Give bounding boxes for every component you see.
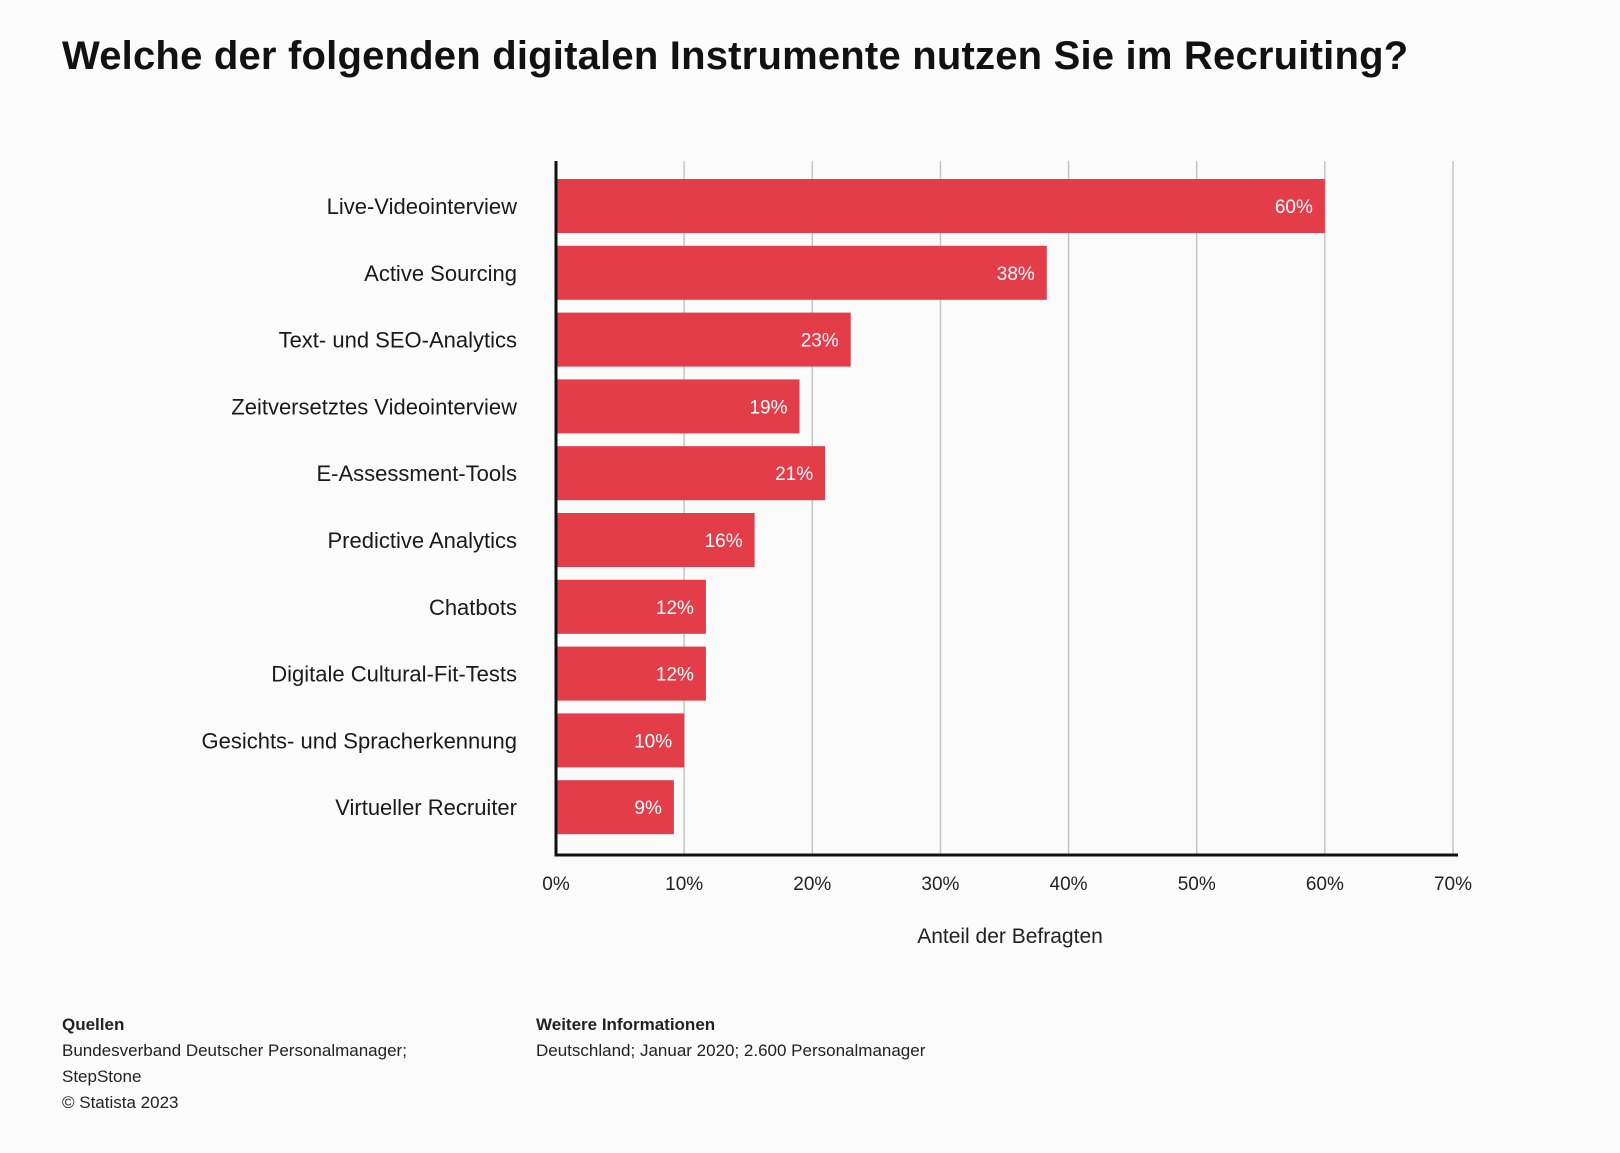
x-tick-label: 20%	[793, 874, 831, 895]
x-tick-label: 60%	[1306, 874, 1344, 895]
bar	[556, 579, 706, 634]
bar	[556, 646, 706, 701]
category-label: Zeitversetztes Videointerview	[231, 394, 517, 419]
info-heading: Weitere Informationen	[536, 1015, 716, 1034]
x-tick-label: 10%	[665, 874, 703, 895]
bar	[556, 780, 674, 835]
x-tick-label: 30%	[921, 874, 959, 895]
value-label: 38%	[997, 264, 1035, 285]
sources-line: Bundesverband Deutscher Personalmanager;	[62, 1041, 407, 1060]
chart-title: Welche der folgenden digitalen Instrumen…	[62, 34, 1409, 78]
category-label: Active Sourcing	[364, 261, 517, 286]
bar	[556, 513, 755, 567]
value-label: 9%	[634, 798, 662, 819]
bar-chart: Live-Videointerview 60% Active Sourcing 38%…	[201, 161, 1472, 948]
bar	[556, 312, 851, 367]
category-label: Predictive Analytics	[327, 528, 517, 553]
category-label: Virtueller Recruiter	[335, 795, 517, 820]
sources-block: Quellen Bundesverband Deutscher Personal…	[62, 1012, 462, 1116]
category-label: Chatbots	[429, 595, 517, 620]
category-label: Live-Videointerview	[327, 194, 517, 219]
category-label: Gesichts- und Spracherkennung	[201, 728, 517, 753]
value-label: 19%	[749, 397, 787, 418]
bar	[556, 245, 1047, 300]
x-tick-label: 70%	[1434, 874, 1472, 895]
value-label: 12%	[656, 665, 694, 686]
info-block: Weitere Informationen Deutschland; Janua…	[536, 1012, 1136, 1064]
value-label: 60%	[1275, 197, 1313, 218]
x-tick-label: 40%	[1050, 874, 1088, 895]
value-label: 21%	[775, 464, 813, 485]
bar	[556, 446, 826, 501]
x-tick-label: 50%	[1178, 874, 1216, 895]
copyright-line: © Statista 2023	[62, 1093, 179, 1112]
bar	[556, 713, 685, 768]
value-label: 10%	[634, 731, 672, 752]
bar	[556, 379, 800, 434]
sources-line: StepStone	[62, 1067, 142, 1086]
info-line: Deutschland; Januar 2020; 2.600 Personal…	[536, 1041, 926, 1060]
x-axis-title: Anteil der Befragten	[917, 925, 1103, 948]
value-label: 12%	[656, 598, 694, 619]
x-tick-label: 0%	[542, 874, 570, 895]
sources-heading: Quellen	[62, 1015, 125, 1034]
value-label: 16%	[705, 531, 743, 552]
category-label: Digitale Cultural-Fit-Tests	[271, 662, 517, 687]
bar	[556, 179, 1325, 233]
category-label: Text- und SEO-Analytics	[279, 328, 517, 353]
category-label: E-Assessment-Tools	[316, 461, 517, 486]
value-label: 23%	[801, 331, 839, 352]
